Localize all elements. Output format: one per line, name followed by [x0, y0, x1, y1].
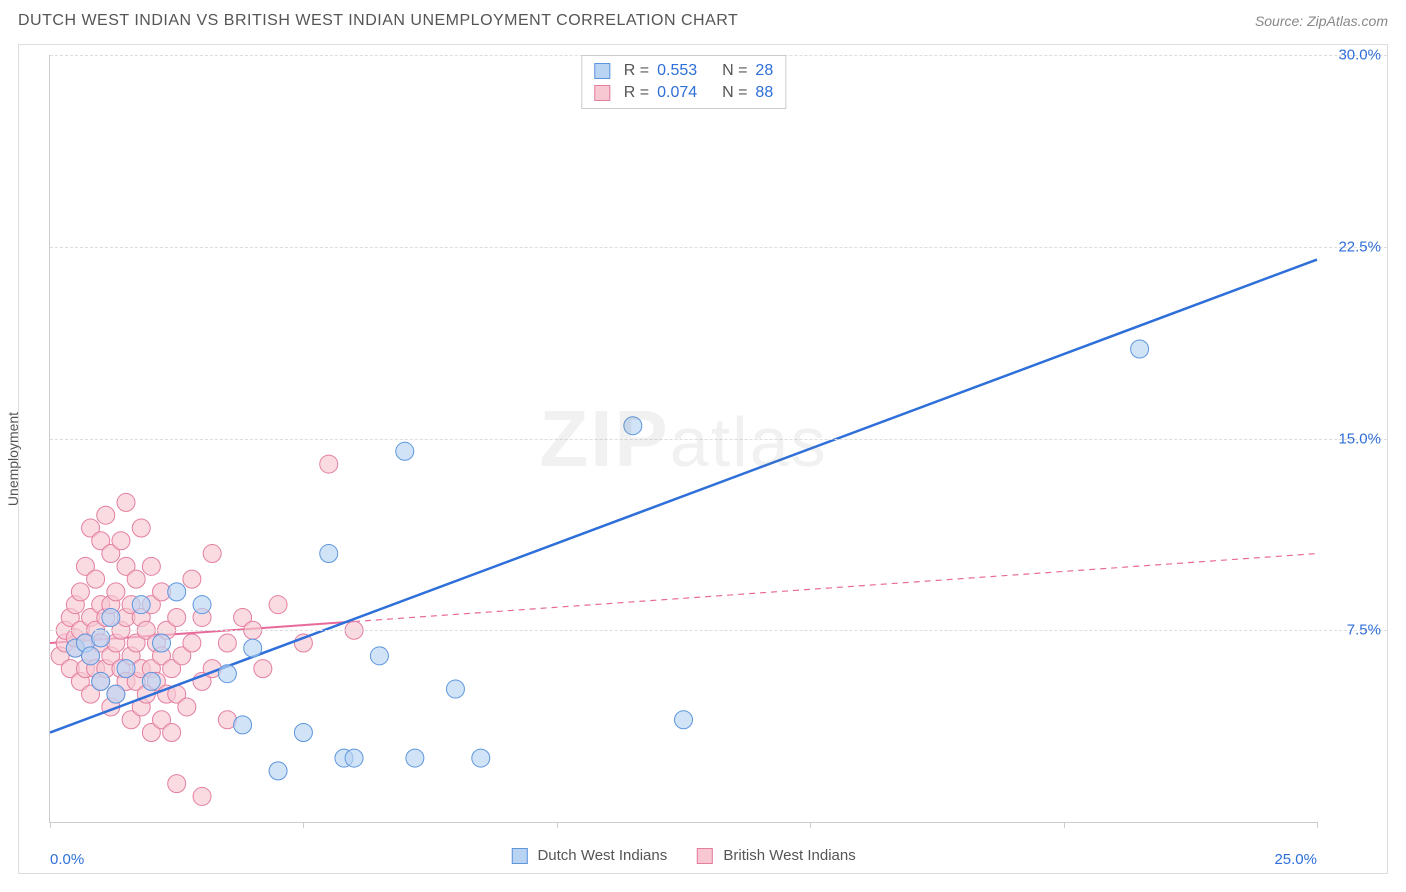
regression-line [50, 260, 1317, 733]
data-point [183, 634, 201, 652]
legend-n-value: 88 [755, 84, 773, 102]
data-point [117, 493, 135, 511]
data-point [269, 762, 287, 780]
data-point [193, 787, 211, 805]
legend-series-name: Dutch West Indians [537, 847, 667, 864]
series-legend: Dutch West Indians British West Indians [511, 847, 855, 864]
gridline [50, 439, 1387, 440]
data-point [97, 506, 115, 524]
plot-area: ZIPatlas R = 0.553 N = 28 R = 0.074 N = … [49, 55, 1317, 823]
data-point [142, 557, 160, 575]
data-point [345, 749, 363, 767]
y-tick-label: 30.0% [1338, 47, 1381, 64]
data-point [71, 583, 89, 601]
y-axis-label: Unemployment [5, 412, 21, 506]
legend-n-label: N = [722, 62, 747, 80]
data-point [87, 570, 105, 588]
data-point [112, 532, 130, 550]
x-tick [1317, 822, 1318, 828]
data-point [132, 519, 150, 537]
data-point [183, 570, 201, 588]
data-point [168, 775, 186, 793]
legend-swatch [594, 85, 610, 101]
data-point [446, 680, 464, 698]
data-point [178, 698, 196, 716]
data-point [244, 639, 262, 657]
legend-n-label: N = [722, 84, 747, 102]
data-point [82, 647, 100, 665]
data-point [370, 647, 388, 665]
data-point [320, 545, 338, 563]
legend-item: British West Indians [697, 847, 855, 864]
data-point [218, 634, 236, 652]
data-point [152, 634, 170, 652]
data-point [624, 417, 642, 435]
data-point [92, 672, 110, 690]
legend-r-value: 0.074 [657, 84, 697, 102]
data-point [92, 629, 110, 647]
legend-r-label: R = [624, 84, 649, 102]
legend-r-label: R = [624, 62, 649, 80]
y-tick-label: 22.5% [1338, 238, 1381, 255]
data-point [193, 596, 211, 614]
gridline [50, 247, 1387, 248]
data-point [132, 596, 150, 614]
x-tick [1064, 822, 1065, 828]
legend-swatch [594, 63, 610, 79]
data-point [168, 583, 186, 601]
data-point [254, 660, 272, 678]
legend-swatch [511, 848, 527, 864]
data-point [406, 749, 424, 767]
legend-item: Dutch West Indians [511, 847, 667, 864]
data-point [675, 711, 693, 729]
data-point [234, 716, 252, 734]
y-tick-label: 15.0% [1338, 430, 1381, 447]
data-point [107, 583, 125, 601]
data-point [107, 685, 125, 703]
data-point [472, 749, 490, 767]
data-point [163, 724, 181, 742]
data-point [142, 672, 160, 690]
data-point [320, 455, 338, 473]
data-point [1131, 340, 1149, 358]
data-point [203, 545, 221, 563]
gridline [50, 630, 1387, 631]
data-point [269, 596, 287, 614]
legend-swatch [697, 848, 713, 864]
data-point [168, 608, 186, 626]
source-attribution: Source: ZipAtlas.com [1255, 13, 1388, 29]
data-point [117, 660, 135, 678]
data-point [102, 608, 120, 626]
x-tick [50, 822, 51, 828]
correlation-legend-row: R = 0.553 N = 28 [594, 60, 773, 82]
correlation-legend: R = 0.553 N = 28 R = 0.074 N = 88 [581, 55, 786, 109]
correlation-legend-row: R = 0.074 N = 88 [594, 82, 773, 104]
x-tick-label: 25.0% [1274, 851, 1317, 868]
legend-r-value: 0.553 [657, 62, 697, 80]
legend-series-name: British West Indians [723, 847, 855, 864]
x-tick [810, 822, 811, 828]
chart-title: DUTCH WEST INDIAN VS BRITISH WEST INDIAN… [18, 12, 738, 30]
data-point [294, 724, 312, 742]
chart-container: Unemployment ZIPatlas R = 0.553 N = 28 R… [18, 44, 1388, 874]
data-point [218, 665, 236, 683]
y-tick-label: 7.5% [1347, 622, 1381, 639]
x-tick-label: 0.0% [50, 851, 84, 868]
data-point [127, 570, 145, 588]
x-tick [557, 822, 558, 828]
data-point [396, 442, 414, 460]
legend-n-value: 28 [755, 62, 773, 80]
x-tick [303, 822, 304, 828]
